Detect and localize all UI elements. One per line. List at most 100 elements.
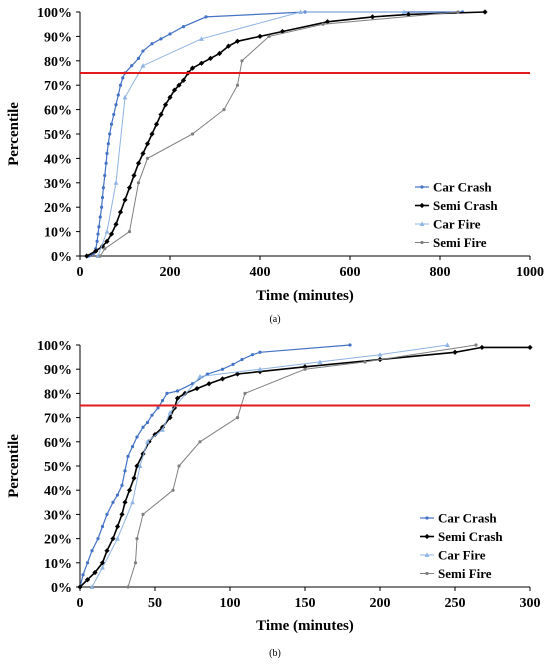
- data-point: [452, 349, 458, 355]
- data-point: [140, 451, 146, 457]
- x-axis-title: Time (minutes): [256, 618, 354, 634]
- data-point: [126, 585, 130, 589]
- data-point: [160, 427, 165, 432]
- legend-label: Semi Fire: [433, 235, 487, 250]
- data-point: [116, 93, 120, 97]
- data-point: [118, 83, 123, 87]
- data-point: [144, 141, 151, 147]
- data-point: [199, 36, 204, 41]
- series-line: [127, 344, 477, 588]
- chart-a: 0% 10% 20% 30% 40% 50% 60% 70% 80% 90% 100% 0 200 400…: [6, 6, 544, 325]
- y-tick-label: 50%: [44, 460, 72, 475]
- data-point: [126, 185, 133, 191]
- legend-swatch-marker: [424, 533, 430, 540]
- data-point: [235, 416, 240, 420]
- legend-swatch-marker: [420, 185, 424, 189]
- data-point: [95, 239, 99, 243]
- data-point: [135, 537, 139, 541]
- data-point: [90, 549, 94, 553]
- y-tick-label: 30%: [44, 177, 72, 192]
- data-point: [98, 254, 102, 258]
- data-point: [176, 82, 182, 88]
- x-tick-label: 0: [77, 596, 84, 611]
- data-point: [250, 353, 255, 357]
- data-point: [258, 350, 262, 354]
- data-point: [377, 352, 383, 357]
- data-point: [197, 373, 203, 379]
- data-point: [103, 173, 107, 178]
- x-tick-label: 150: [295, 596, 316, 611]
- data-point: [130, 64, 134, 68]
- data-point: [96, 232, 100, 236]
- data-point: [136, 181, 141, 185]
- data-point: [205, 372, 210, 376]
- data-point: [243, 391, 247, 395]
- data-point: [160, 399, 165, 403]
- data-point: [482, 9, 488, 15]
- x-tick-label: 200: [370, 596, 391, 611]
- data-point: [405, 11, 412, 18]
- data-point: [369, 14, 376, 20]
- data-point: [153, 121, 160, 127]
- data-point: [119, 511, 125, 517]
- figure-caption: (a): [269, 314, 280, 325]
- y-tick-label: 100%: [37, 6, 72, 21]
- data-point: [348, 343, 352, 347]
- data-point: [97, 225, 101, 229]
- data-point: [145, 156, 150, 160]
- data-point: [363, 360, 367, 364]
- data-point: [77, 584, 83, 590]
- data-point: [234, 371, 241, 377]
- data-point: [115, 493, 120, 497]
- data-point: [130, 445, 135, 449]
- data-point: [171, 488, 175, 492]
- y-tick-label: 40%: [44, 152, 72, 167]
- data-point: [137, 463, 143, 468]
- data-point: [162, 102, 169, 108]
- data-point: [321, 22, 325, 26]
- y-tick-label: 20%: [44, 533, 72, 548]
- data-point: [106, 142, 110, 146]
- data-point: [100, 195, 105, 200]
- series-car-crash: [87, 10, 465, 258]
- data-point: [225, 43, 232, 49]
- data-point: [140, 150, 146, 157]
- data-point: [456, 10, 460, 14]
- y-tick-label: 70%: [44, 79, 72, 94]
- y-tick-label: 60%: [44, 104, 72, 119]
- data-point: [84, 577, 91, 583]
- data-point: [113, 221, 119, 227]
- legend-label: Car Fire: [438, 548, 486, 563]
- figure-caption: (b): [269, 648, 281, 659]
- data-point: [204, 15, 208, 19]
- series-car-crash: [78, 343, 352, 589]
- data-point: [156, 406, 160, 410]
- data-point: [167, 410, 173, 415]
- series-line: [86, 11, 486, 257]
- data-point: [127, 230, 132, 234]
- data-point: [167, 415, 173, 421]
- y-axis-title: Percentile: [6, 434, 22, 498]
- legend: Car Crash Semi Crash Car Fire Semi Fire: [420, 511, 503, 581]
- data-point: [182, 390, 188, 396]
- y-tick-label: 90%: [44, 363, 72, 378]
- data-point: [167, 94, 173, 100]
- data-point: [104, 161, 108, 165]
- x-tick-label: 1000: [516, 265, 544, 280]
- data-point: [194, 385, 200, 392]
- data-point: [145, 420, 150, 425]
- x-tick-label: 50: [148, 596, 162, 611]
- series-car-fire: [95, 9, 407, 258]
- series-semi-crash: [84, 9, 488, 259]
- y-tick-label: 70%: [44, 412, 72, 427]
- legend-swatch-marker: [419, 202, 425, 209]
- y-tick-label: 0%: [51, 581, 72, 596]
- data-point: [257, 33, 263, 39]
- series-semi-fire: [126, 343, 478, 589]
- y-tick-label: 40%: [44, 484, 72, 499]
- data-point: [180, 77, 187, 83]
- y-axis-title: Percentile: [6, 102, 22, 166]
- legend-label: Car Crash: [438, 511, 497, 526]
